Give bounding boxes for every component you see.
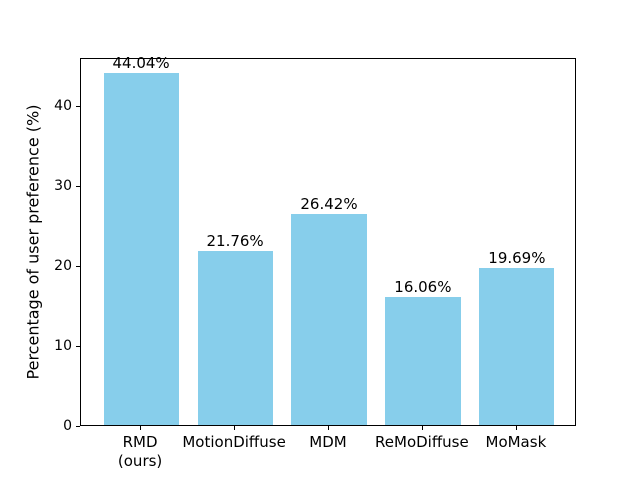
bar-value-label: 44.04% [112, 53, 170, 72]
x-tick-mark [234, 426, 236, 430]
bar [103, 72, 179, 425]
bar [385, 296, 461, 425]
bar [197, 250, 273, 425]
x-tick-mark [421, 426, 423, 430]
x-tick-label: ReMoDiffuse [375, 433, 469, 451]
x-tick-label: MoMask [485, 433, 547, 451]
y-tick-label: 10 [54, 338, 72, 354]
bar [479, 267, 555, 425]
bar-value-label: 19.69% [488, 248, 546, 267]
y-tick-label: 0 [63, 418, 72, 434]
x-tick-mark [328, 426, 329, 430]
y-tick-label: 20 [54, 258, 72, 274]
x-tick-label: MDM [309, 433, 347, 451]
x-tick-label: MotionDiffuse [182, 433, 286, 451]
x-tick-label: RMD (ours) [117, 433, 163, 470]
bar [291, 213, 367, 425]
x-tick-mark [140, 426, 142, 430]
plot-area: 44.04% 21.76% 26.42% 16.06% 19.69% [80, 54, 576, 426]
y-tick-mark [76, 345, 80, 347]
y-tick-mark [76, 425, 80, 427]
y-tick-mark [76, 185, 80, 187]
y-tick-label: 40 [54, 98, 72, 114]
bar-value-label: 26.42% [300, 194, 358, 213]
y-tick-label: 30 [54, 178, 72, 194]
x-tick-mark [515, 426, 517, 430]
y-tick-mark [76, 105, 80, 107]
y-tick-mark [76, 265, 80, 267]
bar-value-label: 21.76% [206, 231, 264, 250]
bar-value-label: 16.06% [394, 277, 452, 296]
